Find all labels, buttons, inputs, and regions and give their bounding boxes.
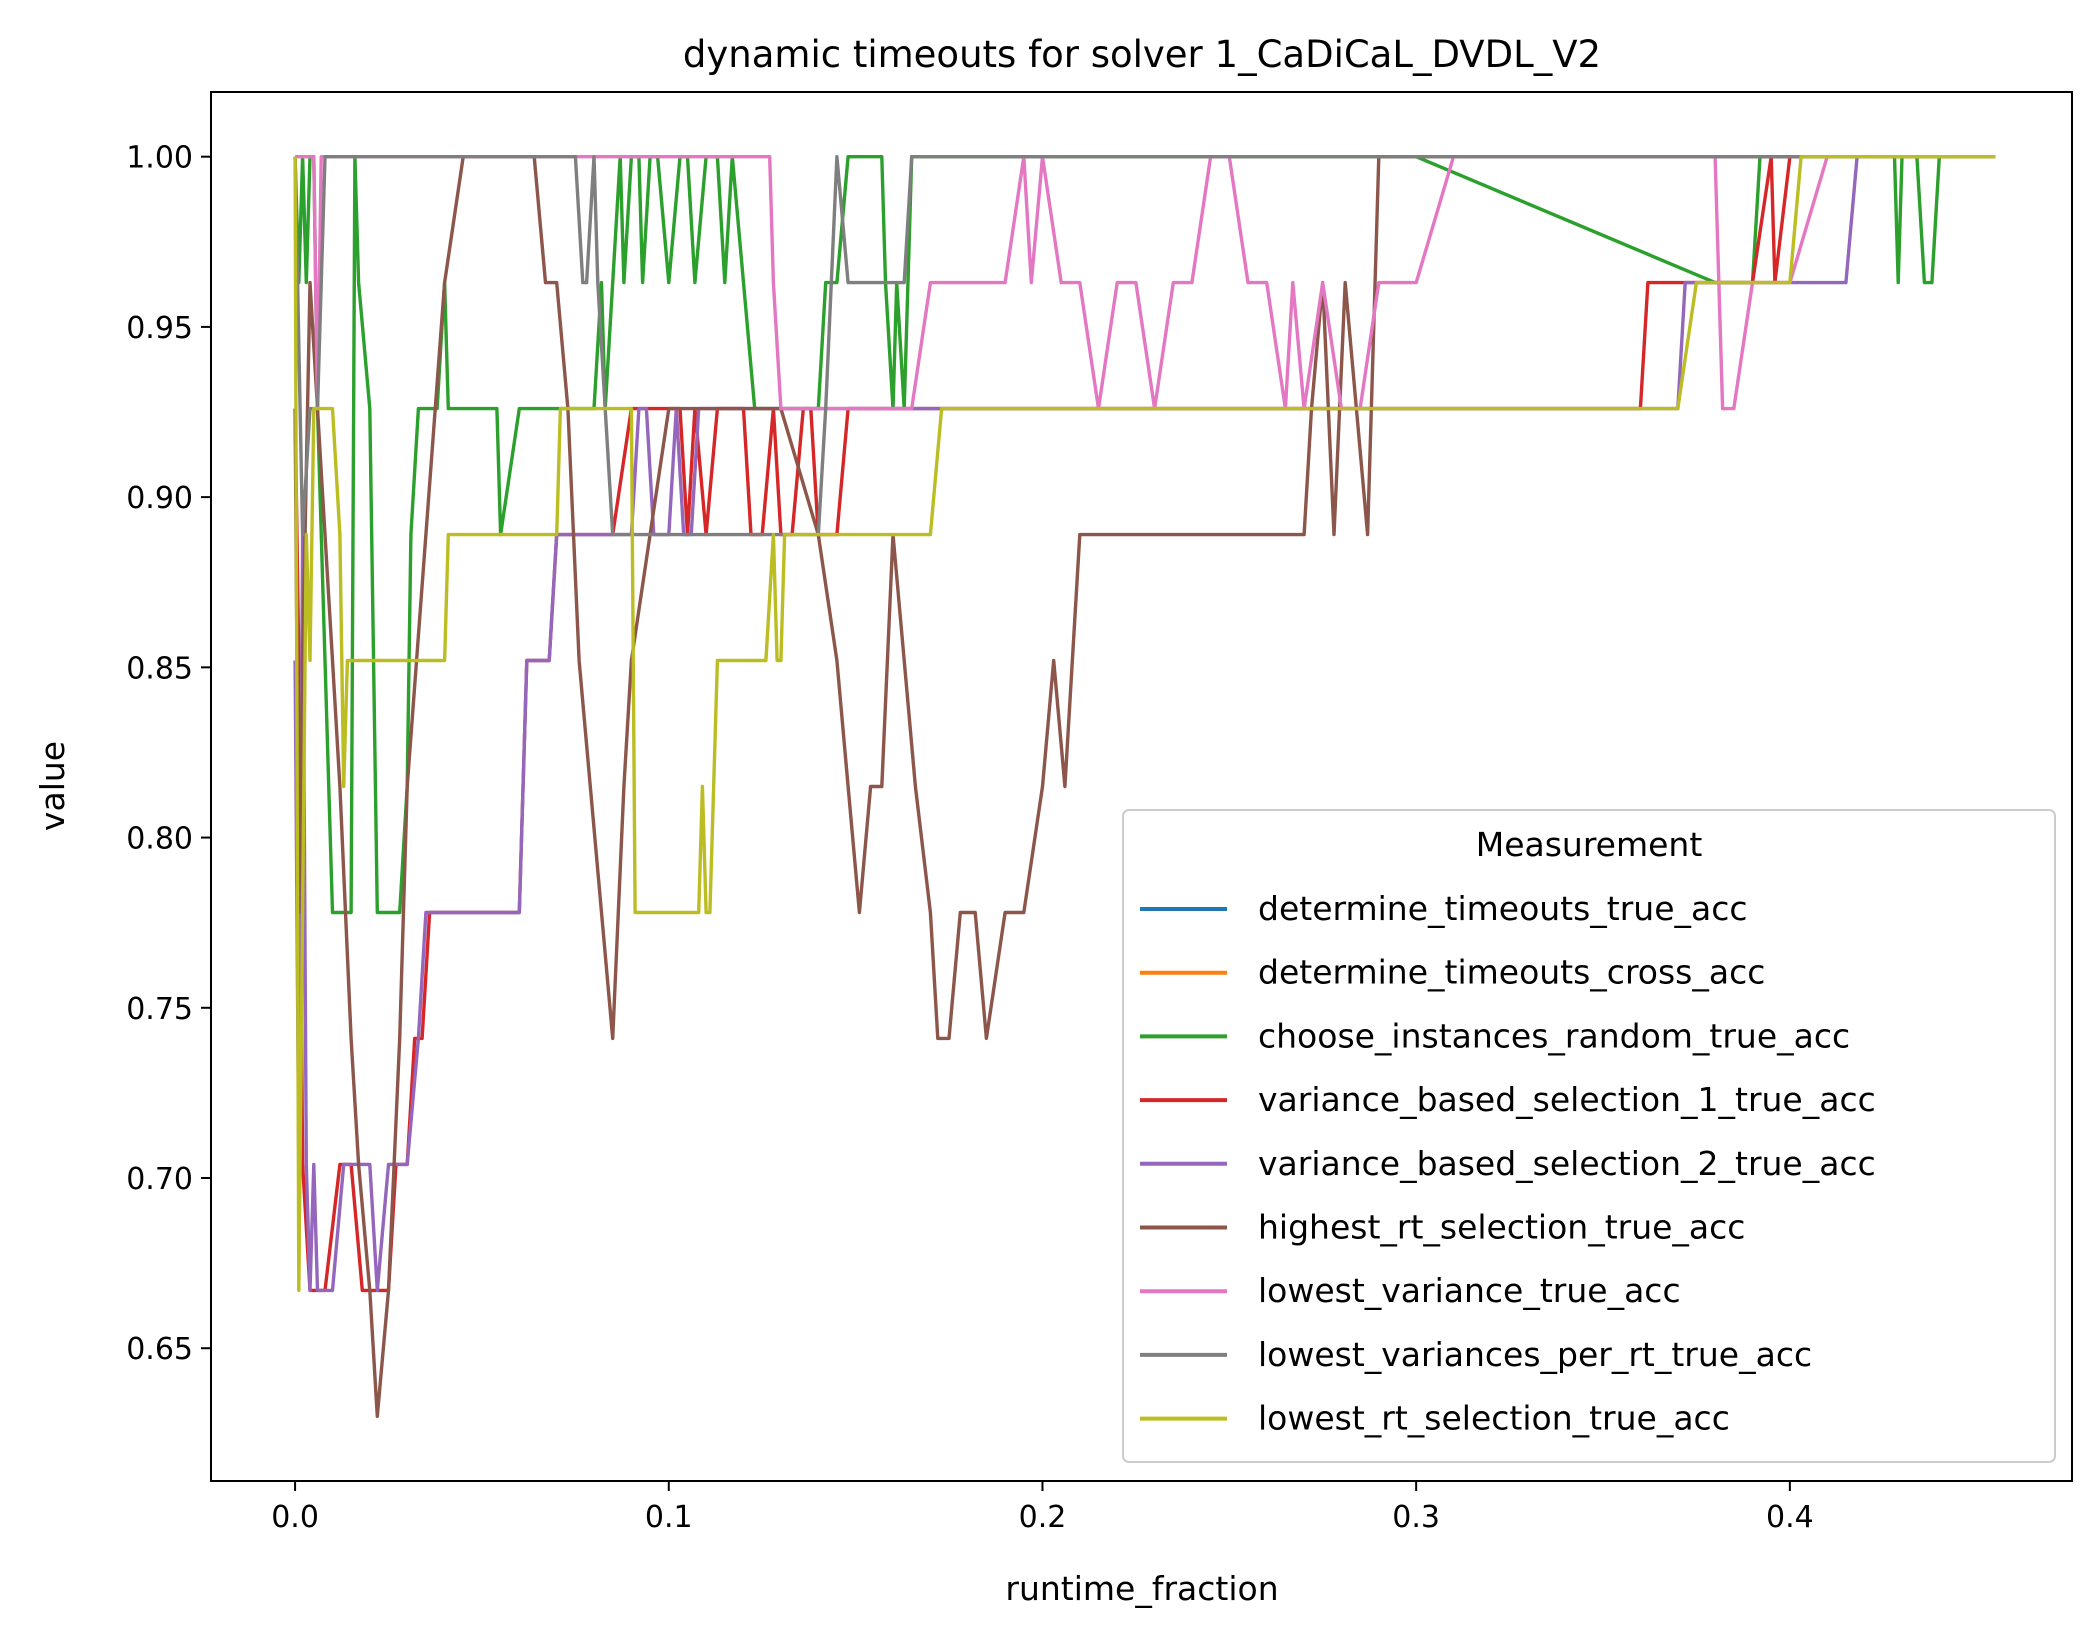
- x-tick-label: 0.2: [1019, 1500, 1067, 1535]
- y-tick-label: 0.75: [126, 992, 193, 1027]
- y-tick-label: 0.65: [126, 1332, 193, 1367]
- y-axis: 0.65 0.70 0.75 0.80 0.85 0.90 0.95 1.00: [126, 141, 211, 1367]
- y-tick-label: 0.95: [126, 311, 193, 346]
- legend-label: variance_based_selection_2_true_acc: [1258, 1144, 1876, 1183]
- y-tick-label: 0.90: [126, 481, 193, 516]
- y-tick-label: 0.80: [126, 822, 193, 857]
- legend-label: lowest_variance_true_acc: [1258, 1271, 1681, 1310]
- legend-label: variance_based_selection_1_true_acc: [1258, 1080, 1876, 1119]
- x-tick-label: 0.3: [1392, 1500, 1440, 1535]
- x-axis-label: runtime_fraction: [1005, 1569, 1278, 1608]
- legend-label: lowest_rt_selection_true_acc: [1258, 1399, 1730, 1438]
- legend-label: determine_timeouts_cross_acc: [1258, 953, 1765, 992]
- legend-label: choose_instances_random_true_acc: [1258, 1016, 1850, 1055]
- series-line: [293, 154, 1996, 1419]
- plot-area: [293, 154, 1996, 1419]
- series-line: [293, 154, 1996, 1293]
- x-axis: 0.0 0.1 0.2 0.3 0.4: [271, 1481, 1814, 1535]
- x-tick-label: 0.4: [1766, 1500, 1814, 1535]
- legend-label: determine_timeouts_true_acc: [1258, 889, 1748, 928]
- legend-box: [1122, 809, 2056, 1463]
- legend-entries: determine_timeouts_true_acc determine_tim…: [1140, 889, 1876, 1438]
- series-line: [295, 154, 1996, 411]
- legend-label: highest_rt_selection_true_acc: [1258, 1208, 1745, 1247]
- y-axis-label: value: [33, 741, 72, 831]
- legend: Measurement determine_timeouts_true_accd…: [1122, 809, 2056, 1463]
- x-tick-label: 0.1: [645, 1500, 693, 1535]
- axes-frame: [210, 91, 2073, 1482]
- y-tick-label: 1.00: [126, 141, 193, 176]
- legend-label: lowest_variances_per_rt_true_acc: [1258, 1335, 1812, 1374]
- y-tick-label: 0.70: [126, 1162, 193, 1197]
- y-tick-label: 0.85: [126, 651, 193, 686]
- x-tick-label: 0.0: [271, 1500, 319, 1535]
- series-line: [293, 154, 1996, 537]
- chart-title: dynamic timeouts for solver 1_CaDiCaL_DV…: [683, 33, 1601, 76]
- legend-title: Measurement: [1476, 825, 1703, 864]
